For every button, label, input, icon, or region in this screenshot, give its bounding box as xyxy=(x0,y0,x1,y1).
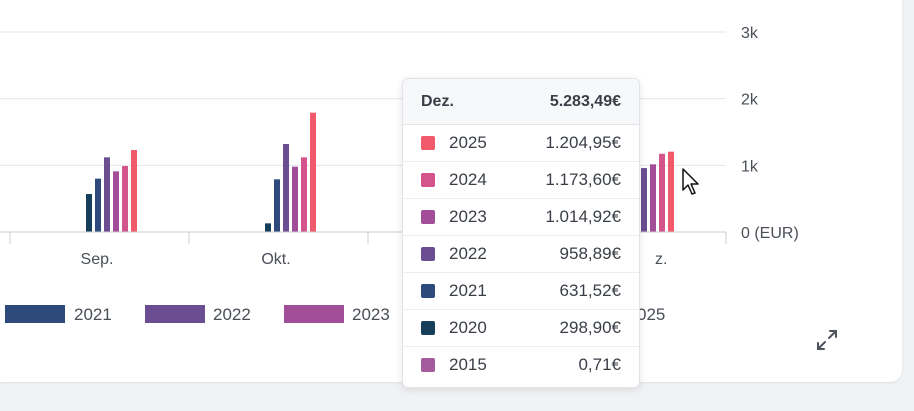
x-tick-label: Okt. xyxy=(261,251,290,268)
x-tick-label: z. xyxy=(655,251,667,268)
tooltip-title: Dez. xyxy=(421,92,454,110)
tooltip-year: 2023 xyxy=(449,207,487,226)
legend-label-2025[interactable]: 025 xyxy=(637,305,665,324)
tooltip-value: 0,71€ xyxy=(578,355,621,374)
tooltip-total: 5.283,49€ xyxy=(549,92,621,110)
tooltip-value: 958,89€ xyxy=(559,244,621,263)
chart-tooltip: Dez. 5.283,49€ 2025 1.204,95€ 2024 1.173,60… xyxy=(402,78,640,388)
tooltip-row-2024: 2024 1.173,60€ xyxy=(403,162,639,199)
legend-swatch-2022[interactable] xyxy=(145,305,205,323)
y-tick-label: 1k xyxy=(741,158,759,175)
y-tick-label: 0 (EUR) xyxy=(741,225,799,242)
tooltip-year: 2020 xyxy=(449,318,487,337)
legend-label-2022[interactable]: 2022 xyxy=(213,305,251,324)
bar-2024-sep[interactable] xyxy=(122,166,128,232)
tooltip-year: 2015 xyxy=(449,355,487,374)
bars xyxy=(86,112,674,232)
tooltip-value: 1.014,92€ xyxy=(545,207,621,226)
y-axis-ticks: 0 (EUR) 1k 2k 3k xyxy=(741,25,799,242)
legend-label-2023[interactable]: 2023 xyxy=(352,305,390,324)
bar-2025-sep[interactable] xyxy=(131,150,137,232)
tooltip-header: Dez. 5.283,49€ xyxy=(403,79,639,125)
tooltip-swatch xyxy=(421,284,435,298)
bar-2022-dez[interactable] xyxy=(641,168,647,232)
bar-2024-okt[interactable] xyxy=(301,157,307,232)
bar-2023-sep[interactable] xyxy=(113,171,119,232)
y-tick-label: 2k xyxy=(741,92,759,109)
bar-2025-okt[interactable] xyxy=(310,112,316,232)
tooltip-row-2023: 2023 1.014,92€ xyxy=(403,199,639,236)
expand-arrows-icon[interactable] xyxy=(814,327,840,353)
tooltip-row-2022: 2022 958,89€ xyxy=(403,236,639,273)
legend-swatch-2021[interactable] xyxy=(5,305,65,323)
bar-2025-dez[interactable] xyxy=(668,151,674,232)
bar-2020-okt[interactable] xyxy=(265,223,271,232)
legend-label-2021[interactable]: 2021 xyxy=(74,305,112,324)
x-tick-label: Sep. xyxy=(81,251,114,268)
tooltip-value: 631,52€ xyxy=(559,281,621,300)
tooltip-year: 2024 xyxy=(449,170,487,189)
bar-2021-sep[interactable] xyxy=(95,178,101,232)
tooltip-row-2025: 2025 1.204,95€ xyxy=(403,125,639,162)
tooltip-year: 2022 xyxy=(449,244,487,263)
bar-2024-dez[interactable] xyxy=(659,153,665,232)
x-axis-ticks: Sep. Okt. z. xyxy=(81,251,668,268)
tooltip-year: 2025 xyxy=(449,133,487,152)
bar-2021-okt[interactable] xyxy=(274,179,280,232)
bar-2022-okt[interactable] xyxy=(283,144,289,232)
tooltip-swatch xyxy=(421,247,435,261)
tooltip-value: 1.173,60€ xyxy=(545,170,621,189)
tooltip-row-2021: 2021 631,52€ xyxy=(403,273,639,310)
legend-swatch-2023[interactable] xyxy=(284,305,344,323)
tooltip-row-2020: 2020 298,90€ xyxy=(403,310,639,347)
tooltip-swatch xyxy=(421,321,435,335)
tooltip-rows: 2025 1.204,95€ 2024 1.173,60€ 2023 1.014,92€ 2… xyxy=(403,125,639,383)
tooltip-swatch xyxy=(421,136,435,150)
tooltip-value: 298,90€ xyxy=(559,318,621,337)
tooltip-value: 1.204,95€ xyxy=(545,133,621,152)
tooltip-swatch xyxy=(421,358,435,372)
bar-2020-sep[interactable] xyxy=(86,194,92,232)
tooltip-swatch xyxy=(421,173,435,187)
tooltip-row-2015: 2015 0,71€ xyxy=(403,347,639,383)
bar-2023-okt[interactable] xyxy=(292,166,298,232)
bar-2022-sep[interactable] xyxy=(104,157,110,232)
y-tick-label: 3k xyxy=(741,25,759,42)
tooltip-year: 2021 xyxy=(449,281,487,300)
bar-2023-dez[interactable] xyxy=(650,164,656,232)
tooltip-swatch xyxy=(421,210,435,224)
